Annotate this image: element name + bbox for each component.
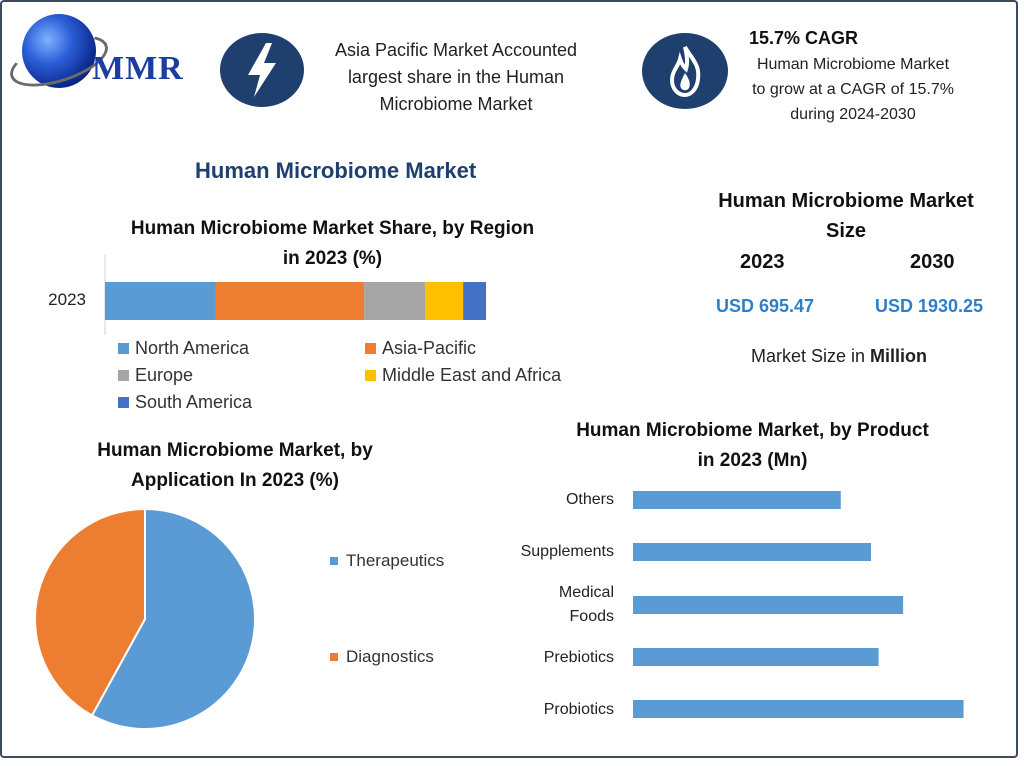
cagr-line: to grow at a CAGR of 15.7%	[752, 81, 954, 98]
pie-legend-label: Therapeutics	[346, 551, 445, 570]
value-2030: USD 1930.25	[875, 296, 984, 316]
market-size-title-line: Size	[825, 220, 867, 242]
application-title-line: Human Microbiome Market, by	[97, 440, 373, 461]
application-pie-svg	[34, 507, 256, 730]
region-legend-label: Europe	[135, 365, 194, 385]
market-size-unit-note: Market Size in Million	[751, 346, 927, 367]
region-legend-label: South America	[135, 392, 253, 412]
product-chart-title: Human Microbiome Market, by Product in 2…	[540, 416, 965, 476]
callout-line: Microbiome Market	[379, 94, 533, 114]
legend-swatch	[118, 370, 129, 381]
product-label-line: Probiotics	[543, 701, 614, 718]
pie-slice	[34, 507, 146, 717]
product-category-label: Probiotics	[470, 698, 614, 722]
region-bar-segment	[215, 282, 365, 320]
lightning-icon	[220, 33, 304, 107]
region-legend-item: Asia-Pacific	[365, 338, 476, 359]
product-title-line: in 2023 (Mn)	[697, 450, 808, 471]
region-legend-item: Middle East and Africa	[365, 365, 561, 386]
legend-swatch	[365, 370, 376, 381]
legend-swatch	[118, 343, 129, 354]
region-title-line: in 2023 (%)	[282, 248, 383, 269]
legend-swatch	[118, 397, 129, 408]
year-2030-label: 2030	[910, 251, 955, 273]
region-category-label: 2023	[48, 290, 86, 309]
region-chart-title: Human Microbiome Market Share, by Region…	[90, 214, 575, 274]
region-title-line: Human Microbiome Market Share, by Region	[130, 218, 535, 239]
market-size-title-line: Human Microbiome Market	[718, 190, 974, 212]
product-bar	[633, 648, 879, 666]
market-size-title: Human Microbiome Market Size	[700, 186, 992, 246]
product-category-label: Prebiotics	[470, 646, 614, 670]
callout-line: largest share in the Human	[347, 67, 565, 87]
product-bar	[633, 596, 904, 614]
year-2023-label: 2023	[740, 251, 785, 273]
cagr-description: Human Microbiome Market to grow at a CAG…	[733, 52, 973, 127]
product-bar	[633, 700, 964, 718]
asia-pacific-callout: Asia Pacific Market Accounted largest sh…	[310, 37, 602, 118]
product-label-line: Medical	[558, 584, 614, 601]
product-label-line: Others	[565, 491, 614, 508]
region-bar-segment	[463, 282, 486, 320]
region-legend-item: South America	[118, 392, 252, 413]
pie-legend-item: Therapeutics	[330, 551, 444, 571]
cagr-line: Human Microbiome Market	[756, 56, 950, 73]
legend-swatch	[330, 557, 338, 565]
region-legend-label: Middle East and Africa	[382, 365, 562, 385]
unit-note-bold: Million	[870, 346, 928, 366]
region-bar-segment	[364, 282, 426, 320]
legend-swatch	[365, 343, 376, 354]
region-chart-svg: 2023	[48, 255, 486, 335]
globe-icon	[22, 14, 96, 88]
legend-swatch	[330, 653, 338, 661]
callout-line: Asia Pacific Market Accounted	[334, 40, 578, 60]
application-chart-title: Human Microbiome Market, by Application …	[60, 436, 410, 496]
region-legend-label: North America	[135, 338, 250, 358]
cagr-line: during 2024-2030	[790, 106, 916, 123]
pie-slice	[90, 507, 256, 730]
pie-legend-item: Diagnostics	[330, 647, 434, 667]
region-bar-segment	[425, 282, 464, 320]
product-title-line: Human Microbiome Market, by Product	[576, 420, 929, 441]
product-chart-svg	[633, 491, 964, 718]
region-legend-item: North America	[118, 338, 249, 359]
application-title-line: Application In 2023 (%)	[131, 470, 339, 491]
pie-legend-label: Diagnostics	[346, 647, 434, 666]
product-label-line: Foods	[569, 608, 614, 625]
unit-note-prefix: Market Size in	[751, 346, 871, 366]
product-category-label: Others	[470, 488, 614, 512]
product-label-line: Prebiotics	[543, 649, 614, 666]
product-bar	[633, 491, 841, 509]
product-category-label: Medical Foods	[470, 581, 614, 629]
product-category-label: Supplements	[470, 540, 614, 564]
region-bar-segment	[105, 282, 216, 320]
product-label-line: Supplements	[520, 543, 614, 560]
cagr-title: 15.7% CAGR	[749, 28, 859, 48]
value-2023: USD 695.47	[716, 296, 815, 316]
logo-text: MMR	[92, 50, 184, 87]
region-legend-label: Asia-Pacific	[382, 338, 477, 358]
region-legend-item: Europe	[118, 365, 193, 386]
flame-icon	[642, 33, 728, 109]
product-bar	[633, 543, 871, 561]
main-title: Human Microbiome Market	[195, 158, 477, 183]
